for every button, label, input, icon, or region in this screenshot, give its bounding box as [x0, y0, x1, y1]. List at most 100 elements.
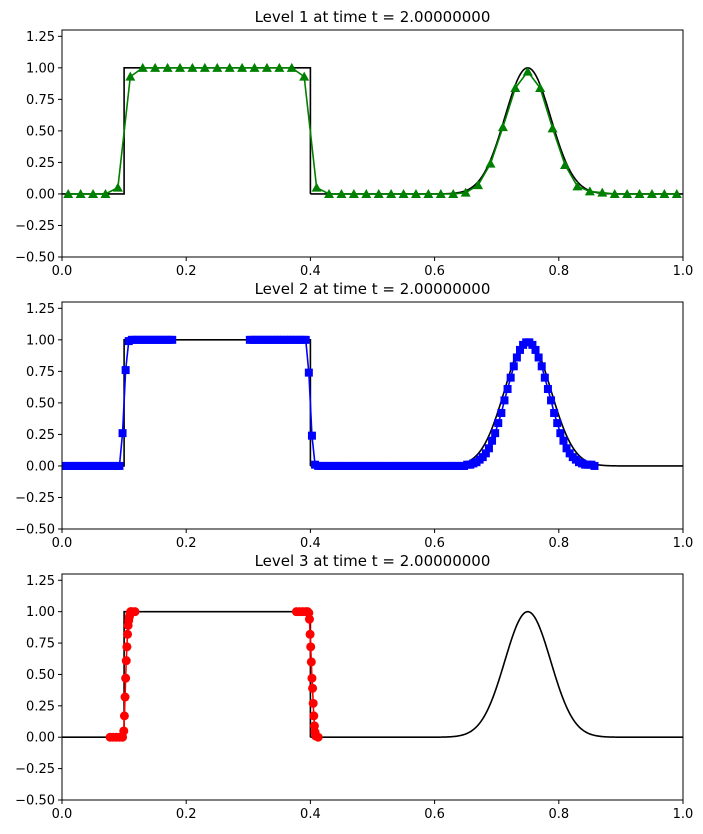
data-point [410, 188, 421, 198]
data-point [261, 62, 272, 72]
data-point [125, 71, 136, 81]
x-tick-label: 0.8 [548, 264, 569, 279]
data-point [528, 340, 537, 349]
data-point [115, 461, 124, 470]
y-tick-label: 1.00 [26, 333, 55, 348]
data-point [398, 188, 409, 198]
data-point [119, 711, 129, 721]
x-tick-label: 0.4 [300, 807, 321, 822]
data-point [63, 188, 74, 198]
data-point [435, 188, 446, 198]
data-point [497, 122, 508, 132]
data-point [531, 345, 540, 354]
data-point [597, 187, 608, 197]
data-point [168, 335, 177, 344]
data-point [515, 345, 524, 354]
y-tick-label: −0.25 [15, 491, 55, 506]
chart-panel-2: Level 2 at time t = 2.00000000 0.0 0.2 0.4 0… [15, 280, 693, 551]
data-point [500, 396, 509, 405]
chart-panel-1: Level 1 at time t = 2.00000000 0.0 0.2 0.4 0… [15, 8, 693, 279]
exact-solution-line [62, 610, 683, 739]
data-point [274, 62, 285, 72]
x-tick-label: 0.6 [424, 807, 445, 822]
data-point [309, 711, 319, 721]
plot-frame [61, 301, 684, 530]
y-tick-label: 0.50 [26, 668, 55, 683]
data-point [199, 62, 210, 72]
x-tick-label: 0.8 [548, 807, 569, 822]
data-point [485, 158, 496, 168]
x-tick-label: 0.6 [424, 536, 445, 551]
data-point [150, 62, 161, 72]
y-tick-label: −0.25 [15, 219, 55, 234]
data-point [301, 335, 310, 344]
x-tick-label: 0.2 [176, 264, 197, 279]
data-point [481, 449, 490, 458]
data-point [174, 62, 185, 72]
data-point [307, 673, 317, 683]
y-tick-label: 1.25 [26, 302, 55, 317]
exact-solution-line [62, 67, 683, 195]
x-tick-label: 0.4 [300, 264, 321, 279]
data-point [659, 188, 670, 198]
data-point [306, 642, 316, 652]
data-point [308, 683, 318, 693]
chart-title: Level 2 at time t = 2.00000000 [255, 280, 491, 298]
data-point [75, 188, 86, 198]
x-tick-label: 0.2 [176, 536, 197, 551]
data-point [306, 657, 316, 667]
chart-title: Level 1 at time t = 2.00000000 [255, 8, 491, 26]
data-point [324, 188, 335, 198]
x-tick-label: 1.0 [673, 536, 694, 551]
series-1 [105, 607, 323, 742]
data-point [537, 362, 546, 371]
y-tick-label: 1.00 [26, 605, 55, 620]
data-point [509, 362, 518, 371]
x-tick-label: 0.4 [300, 536, 321, 551]
data-point [88, 188, 99, 198]
y-tick-label: 1.00 [26, 61, 55, 76]
data-point [609, 188, 620, 198]
data-point [543, 385, 552, 394]
data-point [494, 419, 503, 428]
data-point [634, 188, 645, 198]
chart-panel-3: Level 3 at time t = 2.00000000 0.0 0.2 0.4 0… [15, 552, 693, 822]
data-point [249, 62, 260, 72]
y-tick-label: 0.50 [26, 124, 55, 139]
data-point [313, 732, 323, 742]
data-point [510, 83, 521, 93]
data-point [112, 182, 123, 192]
x-tick-label: 0.8 [548, 536, 569, 551]
data-point [559, 436, 568, 445]
plot-frame [61, 573, 684, 801]
data-point [121, 673, 131, 683]
data-point [560, 159, 571, 169]
data-point [535, 83, 546, 93]
data-point [304, 614, 314, 624]
y-tick-label: 0.50 [26, 396, 55, 411]
data-point [622, 188, 633, 198]
data-point [572, 181, 583, 191]
y-tick-label: 0.00 [26, 459, 55, 474]
data-point [584, 186, 595, 196]
x-tick-label: 0.2 [176, 807, 197, 822]
y-tick-label: 0.25 [26, 428, 55, 443]
y-tick-label: 0.25 [26, 156, 55, 171]
y-tick-label: 0.25 [26, 699, 55, 714]
data-point [118, 429, 127, 438]
series-1 [63, 62, 682, 198]
data-point [119, 726, 129, 736]
data-point [522, 66, 533, 76]
data-point [550, 408, 559, 417]
y-tick-label: 0.00 [26, 187, 55, 202]
x-tick-label: 0.0 [52, 807, 73, 822]
data-point [562, 444, 571, 453]
data-point [448, 188, 459, 198]
data-point [646, 188, 657, 198]
data-point [286, 62, 297, 72]
data-point [497, 408, 506, 417]
data-point [503, 385, 512, 394]
y-tick-label: 1.25 [26, 30, 55, 45]
data-point [307, 431, 316, 440]
